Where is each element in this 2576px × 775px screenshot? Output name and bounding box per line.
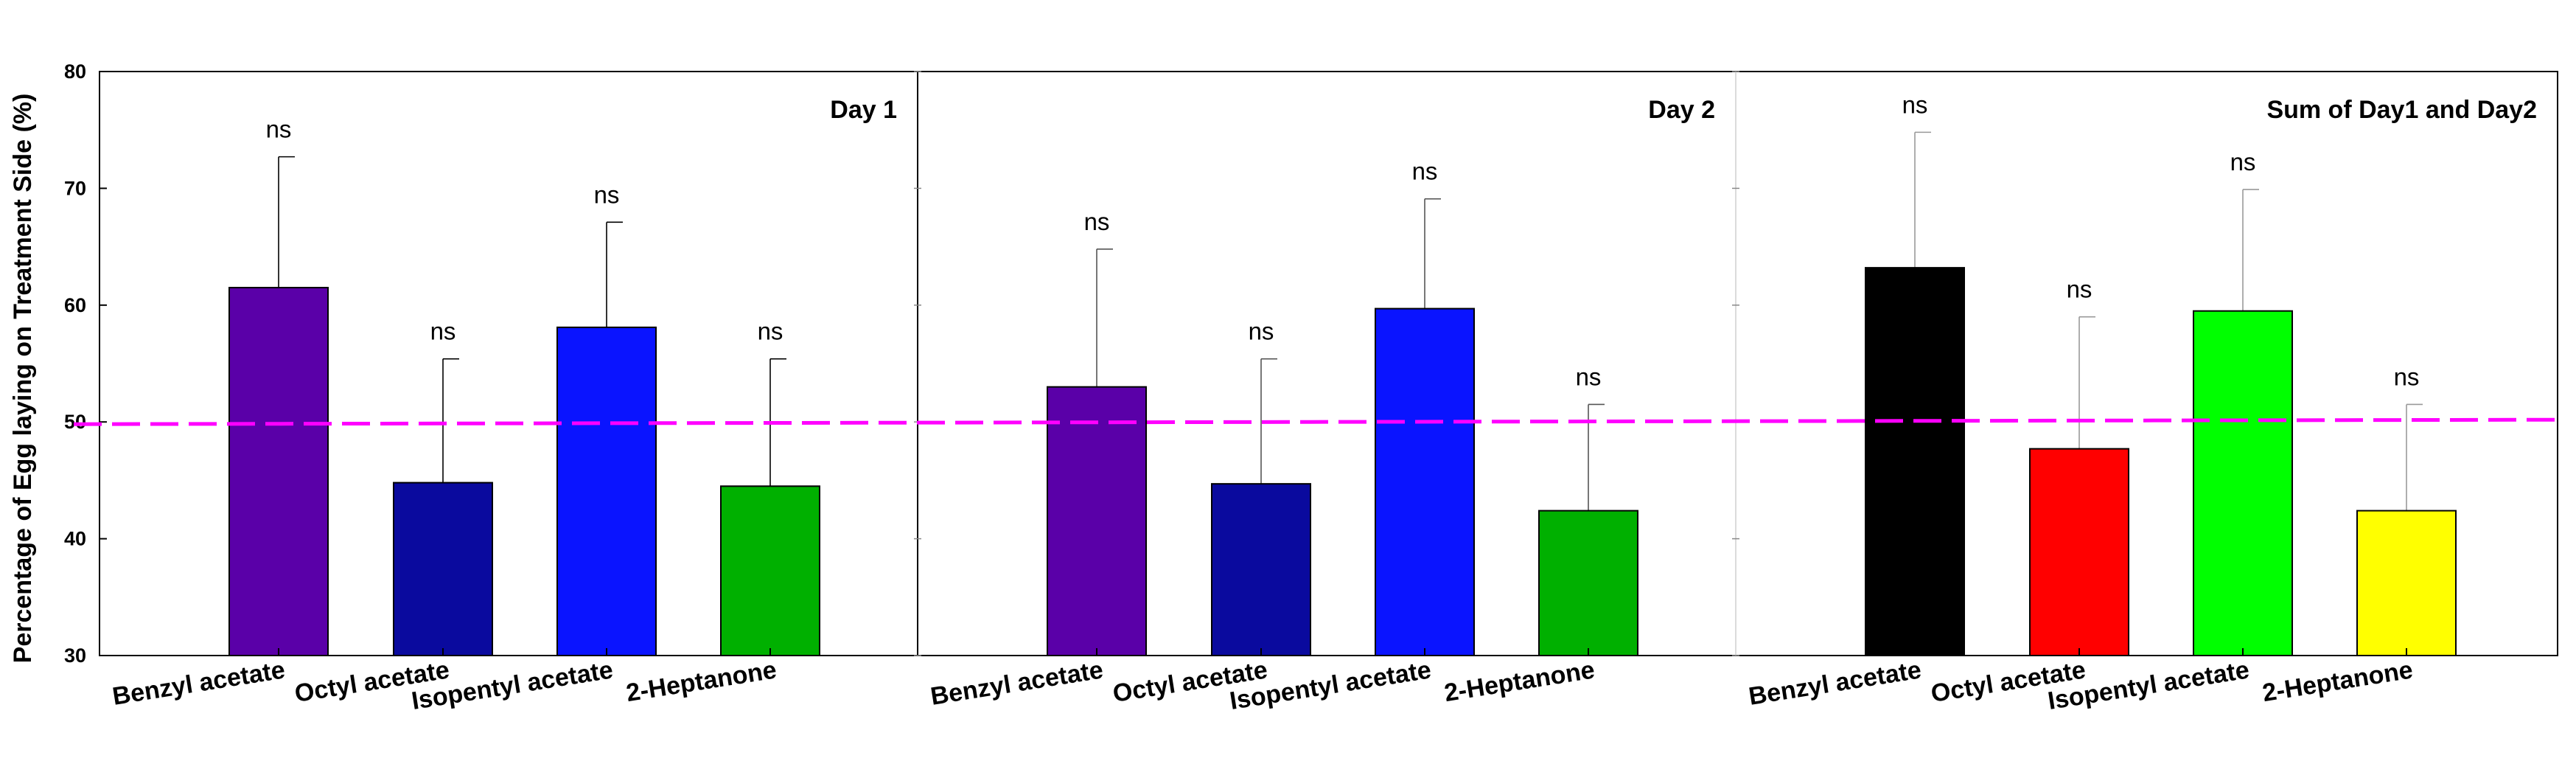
significance-label: ns (1576, 363, 1602, 390)
significance-label: ns (430, 318, 456, 345)
plot-border (99, 71, 2558, 656)
bar (1047, 386, 1147, 656)
significance-label: ns (1249, 318, 1274, 345)
y-tick-label: 30 (64, 644, 86, 667)
x-tick-label: Benzyl acetate (111, 656, 287, 710)
plot-frame (99, 71, 2558, 656)
y-axis: 30 40 50 60 70 80 (64, 60, 1739, 667)
significance-label: ns (2230, 148, 2256, 175)
significance-label: ns (1902, 91, 1928, 118)
x-tick-label: 2-Heptanone (624, 656, 778, 707)
y-tick-label: 50 (64, 411, 86, 433)
x-tick-label: Benzyl acetate (929, 656, 1105, 710)
reference-line-group (73, 417, 2562, 426)
y-tick-label: 70 (64, 177, 86, 199)
significance-label: ns (1412, 158, 1438, 185)
bar (228, 287, 329, 656)
x-tick-label: 2-Heptanone (1442, 656, 1596, 707)
reference-line (73, 417, 2562, 426)
significance-label: ns (594, 181, 620, 208)
y-tick-label: 60 (64, 294, 86, 316)
panel-title: Sum of Day1 and Day2 (2266, 96, 2537, 124)
bar (393, 482, 493, 656)
significance-label: ns (266, 116, 292, 143)
y-tick-label: 40 (64, 528, 86, 550)
bar (2029, 448, 2129, 657)
significance-label: ns (758, 318, 783, 345)
panel-title: Day 2 (1648, 96, 1715, 124)
x-tick-label: Benzyl acetate (1747, 656, 1923, 710)
x-tick-label: 2-Heptanone (2261, 656, 2415, 707)
bar (1375, 307, 1475, 656)
y-axis-title: Percentage of Egg laying on Treatment Si… (9, 94, 37, 664)
bar (1865, 267, 1965, 656)
significance-label: ns (1084, 208, 1110, 235)
y-tick-label: 80 (64, 60, 86, 83)
bar (2193, 310, 2293, 656)
bar (1211, 483, 1311, 656)
bar (720, 485, 820, 656)
significance-label: ns (2067, 276, 2092, 303)
bar (556, 326, 657, 656)
panel-title: Day 1 (830, 96, 897, 124)
bar (2356, 510, 2457, 656)
significance-label: ns (2394, 363, 2420, 390)
bar (1538, 510, 1638, 656)
